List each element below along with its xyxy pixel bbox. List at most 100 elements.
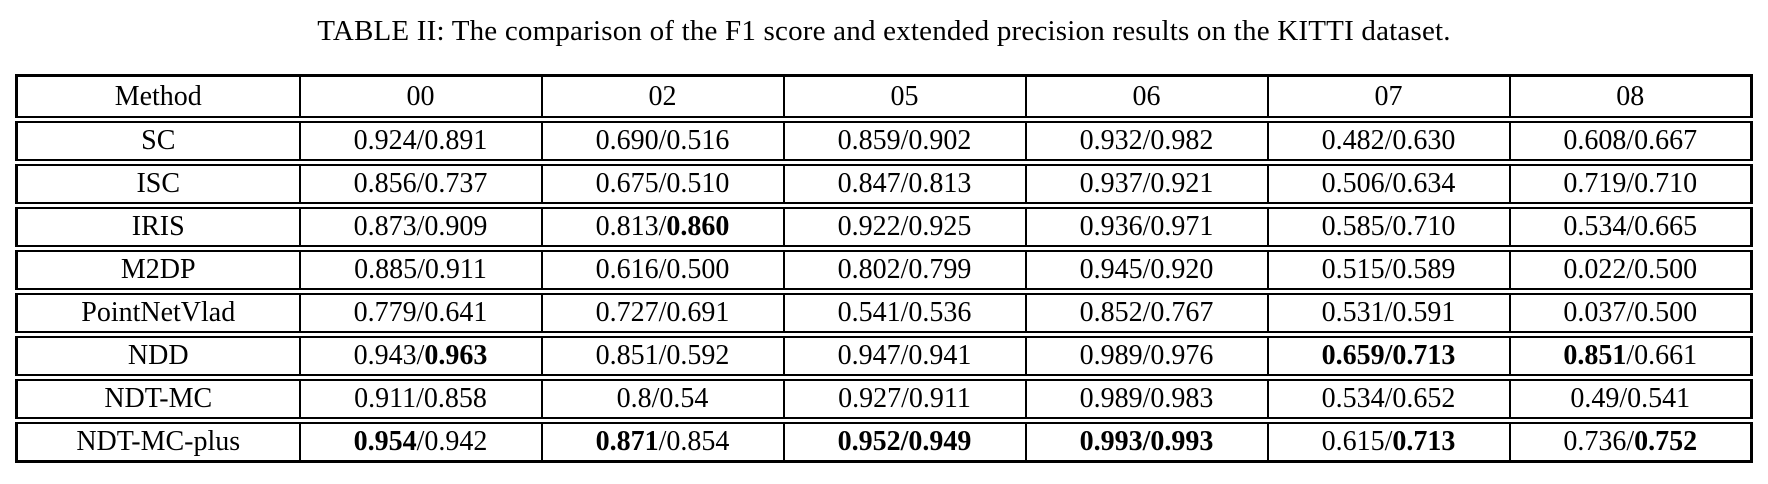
- score-cell: 0.937/0.921: [1024, 159, 1268, 206]
- f1-score: 0.482: [1321, 125, 1385, 157]
- extended-precision-score: 0.963: [424, 340, 488, 372]
- f1-score: 0.952: [837, 426, 901, 458]
- f1-score: 0.936: [1079, 211, 1143, 243]
- extended-precision-score: 0.941: [908, 340, 972, 372]
- extended-precision-score: 0.541: [1627, 383, 1691, 415]
- score-separator: /: [1142, 383, 1151, 415]
- table-row-ndt-mc: NDT-MC 0.911/0.858 0.8/0.54 0.927/0.911 0.98…: [16, 374, 1752, 421]
- score-cell: 0.659/0.713: [1266, 331, 1510, 378]
- score-cell: 0.616/0.500: [540, 245, 784, 292]
- table-row-iris: IRIS 0.873/0.909 0.813/0.860 0.922/0.925 0.9…: [16, 202, 1752, 249]
- score-cell: 0.932/0.982: [1024, 116, 1268, 163]
- score-cell: 0.534/0.665: [1508, 202, 1752, 249]
- results-table: Method 00 02 05 06 07 08 SC 0.924/0.891 0.690/0.…: [15, 74, 1753, 463]
- score-separator: /: [900, 426, 909, 458]
- f1-score: 0.534: [1563, 211, 1627, 243]
- f1-score: 0.851: [1563, 340, 1627, 372]
- f1-score: 0.859: [837, 125, 901, 157]
- extended-precision-score: 0.713: [1392, 340, 1456, 372]
- f1-score: 0.659: [1321, 340, 1385, 372]
- score-cell: 0.911/0.858: [298, 374, 542, 421]
- score-cell: 0.49/0.541: [1508, 374, 1752, 421]
- f1-score: 0.690: [595, 125, 659, 157]
- extended-precision-score: 0.661: [1634, 340, 1698, 372]
- f1-score: 0.616: [595, 254, 659, 286]
- score-separator: /: [651, 383, 660, 415]
- score-separator: /: [416, 297, 425, 329]
- score-cell: 0.945/0.920: [1024, 245, 1268, 292]
- extended-precision-score: 0.737: [424, 168, 488, 200]
- extended-precision-score: 0.983: [1150, 383, 1214, 415]
- table-body: SC 0.924/0.891 0.690/0.516 0.859/0.902 0.932…: [16, 116, 1752, 462]
- f1-score: 0.927: [838, 383, 902, 415]
- f1-score: 0.885: [354, 254, 418, 286]
- score-separator: /: [900, 125, 909, 157]
- extended-precision-score: 0.752: [1634, 426, 1698, 458]
- extended-precision-score: 0.902: [908, 125, 972, 157]
- f1-score: 0.727: [595, 297, 659, 329]
- score-cell: 0.947/0.941: [782, 331, 1026, 378]
- score-separator: /: [1384, 125, 1393, 157]
- score-cell: 0.936/0.971: [1024, 202, 1268, 249]
- f1-score: 0.989: [1079, 383, 1143, 415]
- extended-precision-score: 0.592: [666, 340, 730, 372]
- column-header-seq-02: 02: [540, 75, 784, 120]
- table-row-pointnetvlad: PointNetVlad 0.779/0.641 0.727/0.691 0.541/…: [16, 288, 1752, 335]
- f1-score: 0.945: [1079, 254, 1143, 286]
- score-separator: /: [1626, 125, 1635, 157]
- score-separator: /: [1626, 254, 1635, 286]
- score-separator: /: [901, 383, 909, 415]
- f1-score: 0.873: [353, 211, 417, 243]
- score-separator: /: [658, 340, 667, 372]
- score-cell: 0.506/0.634: [1266, 159, 1510, 206]
- f1-score: 0.615: [1321, 426, 1385, 458]
- score-separator: /: [658, 168, 667, 200]
- method-cell: SC: [16, 116, 300, 163]
- score-separator: /: [416, 340, 425, 372]
- score-separator: /: [1142, 254, 1151, 286]
- score-separator: /: [1142, 426, 1151, 458]
- score-cell: 0.952/0.949: [782, 417, 1026, 462]
- score-separator: /: [1384, 426, 1393, 458]
- score-separator: /: [1384, 211, 1393, 243]
- f1-score: 0.924: [353, 125, 417, 157]
- extended-precision-score: 0.976: [1150, 340, 1214, 372]
- score-separator: /: [900, 168, 909, 200]
- score-separator: /: [1384, 254, 1393, 286]
- extended-precision-score: 0.500: [1634, 297, 1698, 329]
- f1-score: 0.022: [1563, 254, 1627, 286]
- score-cell: 0.608/0.667: [1508, 116, 1752, 163]
- f1-score: 0.871: [595, 426, 659, 458]
- extended-precision-score: 0.510: [666, 168, 730, 200]
- column-header-method: Method: [114, 81, 202, 112]
- score-cell: 0.727/0.691: [540, 288, 784, 335]
- score-cell: 0.927/0.911: [782, 374, 1026, 421]
- extended-precision-score: 0.667: [1634, 125, 1698, 157]
- extended-precision-score: 0.891: [424, 125, 488, 157]
- extended-precision-score: 0.858: [423, 383, 487, 415]
- score-cell: 0.736/0.752: [1508, 417, 1752, 462]
- extended-precision-score: 0.860: [666, 211, 730, 243]
- score-cell: 0.037/0.500: [1508, 288, 1752, 335]
- score-cell: 0.851/0.661: [1508, 331, 1752, 378]
- f1-score: 0.922: [837, 211, 901, 243]
- f1-score: 0.531: [1321, 297, 1385, 329]
- f1-score: 0.779: [353, 297, 417, 329]
- score-cell: 0.515/0.589: [1266, 245, 1510, 292]
- extended-precision-score: 0.767: [1150, 297, 1214, 329]
- score-separator: /: [1626, 168, 1635, 200]
- f1-score: 0.515: [1321, 254, 1385, 286]
- f1-score: 0.802: [837, 254, 901, 286]
- score-cell: 0.541/0.536: [782, 288, 1026, 335]
- score-separator: /: [1142, 125, 1151, 157]
- score-cell: 0.719/0.710: [1508, 159, 1752, 206]
- f1-score: 0.506: [1321, 168, 1385, 200]
- extended-precision-score: 0.641: [424, 297, 488, 329]
- score-cell: 0.924/0.891: [298, 116, 542, 163]
- f1-score: 0.852: [1079, 297, 1143, 329]
- f1-score: 0.585: [1321, 211, 1385, 243]
- f1-score: 0.719: [1563, 168, 1627, 200]
- f1-score: 0.947: [837, 340, 901, 372]
- extended-precision-score: 0.713: [1392, 426, 1456, 458]
- method-cell: NDT-MC: [16, 374, 300, 421]
